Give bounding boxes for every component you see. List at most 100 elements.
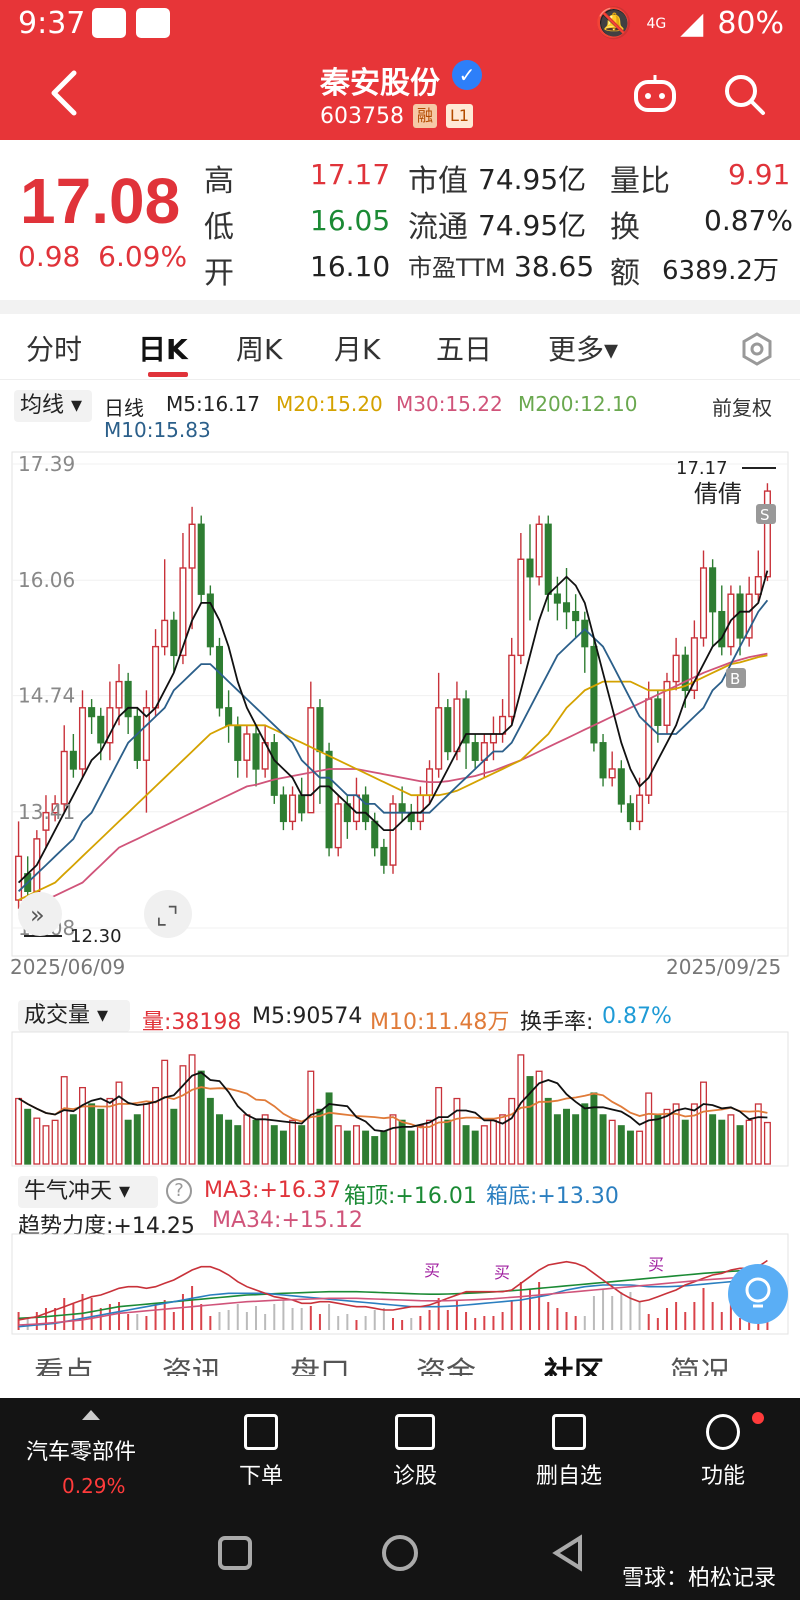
turnover-rate-value: 0.87% (602, 1004, 672, 1029)
candle-body (398, 803, 406, 814)
app-header: 9:37 🔕 4G ◢ 80% 秦安股份 ✓ 603758 融 L1 (0, 0, 800, 140)
tab-five-day[interactable]: 五日 (436, 333, 493, 366)
volume-bar (718, 1119, 726, 1165)
tab-highlights[interactable]: 看点 (34, 1356, 94, 1376)
section-divider (0, 300, 800, 314)
candle-body (362, 794, 370, 823)
home-icon[interactable] (382, 1535, 418, 1571)
y-tick-label: 14.74 (18, 684, 75, 708)
volume-chart[interactable] (0, 1030, 800, 1170)
lightbulb-button[interactable] (728, 1264, 788, 1324)
settings-icon[interactable] (740, 332, 774, 366)
candle-body (380, 846, 388, 866)
candle-body (307, 707, 315, 814)
tab-daily-k[interactable]: 日K (138, 333, 188, 366)
low-label: 低 (204, 210, 234, 245)
buy-signal-label: 买 (424, 1261, 440, 1280)
volume-bar (97, 1108, 105, 1165)
candle-body (690, 637, 698, 692)
volume-bar (69, 1114, 77, 1165)
remove-watchlist-button[interactable]: 删自选 (514, 1414, 624, 1490)
help-icon[interactable]: ? (166, 1178, 192, 1204)
ma30-line (18, 652, 768, 910)
open-label: 开 (204, 256, 234, 291)
y-tick-label: 16.06 (18, 568, 75, 592)
tab-intraday[interactable]: 分时 (26, 333, 83, 366)
candle-body (718, 610, 726, 648)
volume-bar (426, 1119, 434, 1165)
volume-bar (407, 1130, 415, 1165)
volume-bar (334, 1125, 342, 1165)
candle-body (435, 707, 443, 770)
volume-bar (508, 1097, 516, 1165)
tab-community[interactable]: 社区 (544, 1356, 604, 1376)
pe-value: 38.65 (514, 250, 595, 283)
turnover-value: 0.87% (704, 204, 793, 237)
robot-icon[interactable] (632, 72, 678, 114)
volume-bar (234, 1125, 242, 1165)
order-button[interactable]: 下单 (206, 1414, 316, 1490)
volume-bar (243, 1114, 251, 1165)
fullscreen-button[interactable] (144, 890, 192, 938)
volume-bar (727, 1114, 735, 1165)
network-label: 4G (646, 15, 667, 32)
volume-bar (544, 1097, 552, 1165)
volume-bar (352, 1125, 360, 1165)
tab-capital[interactable]: 资金 (416, 1356, 476, 1376)
price-adjust-toggle[interactable]: 前复权 (712, 396, 772, 420)
recent-apps-icon[interactable] (218, 1536, 252, 1570)
sector-change: 0.29% (62, 1474, 126, 1498)
ma-lines-group (17, 570, 769, 910)
box-top-value: 箱顶:+16.01 (344, 1184, 477, 1209)
candle-body (471, 742, 479, 761)
back-icon[interactable] (44, 68, 84, 118)
volume-bar (51, 1119, 59, 1165)
volume-indicator-select[interactable]: 成交量 ▾ (18, 1000, 130, 1032)
volume-ma5-line (18, 1071, 768, 1133)
bottom-toolbar: 汽车零部件 0.29% 下单 诊股 删自选 功能 (0, 1398, 800, 1510)
candle-body (489, 733, 497, 744)
candle-body (133, 715, 141, 761)
expand-button[interactable] (18, 892, 62, 936)
volume-bar (124, 1119, 132, 1165)
candle-body (124, 680, 132, 718)
ma34-line (18, 1275, 768, 1326)
search-icon[interactable] (722, 72, 766, 116)
volume-bars (15, 1054, 771, 1165)
volume-bar (654, 1114, 662, 1165)
candle-body (526, 558, 534, 578)
indicator-select[interactable]: 牛气冲天 ▾ (18, 1176, 158, 1208)
tab-f10[interactable]: 简况(F10) (670, 1356, 730, 1376)
box-top-line (18, 1268, 768, 1320)
ma-type-select[interactable]: 均线 ▾ (14, 390, 92, 422)
indicator-chart[interactable]: 买 买 买 (0, 1230, 800, 1340)
candle-body (672, 654, 680, 683)
tab-weekly-k[interactable]: 周K (236, 333, 283, 366)
volume-bar (33, 1117, 41, 1165)
mktcap-value: 74.95亿 (478, 163, 587, 196)
buy-signal-label-3: 买 (648, 1255, 664, 1274)
app-notification-icon (92, 8, 126, 38)
caret-up-icon (82, 1410, 100, 1420)
back-nav-icon[interactable] (552, 1534, 582, 1572)
tab-news[interactable]: 资讯 (162, 1356, 222, 1376)
status-time: 9:37 (18, 6, 86, 41)
tab-monthly-k[interactable]: 月K (334, 333, 381, 366)
indicator-frame (11, 1233, 789, 1335)
volume-bar (736, 1125, 744, 1165)
tab-more[interactable]: 更多▾ (548, 333, 619, 366)
minus-box-icon (552, 1414, 586, 1450)
ma20-label: M20:15.20 (276, 392, 383, 416)
candle-body (225, 707, 233, 726)
diagnose-button[interactable]: 诊股 (360, 1414, 470, 1490)
tab-orderbook[interactable]: 盘口 (290, 1356, 350, 1376)
candle-body (581, 619, 589, 648)
function-button[interactable]: 功能 (668, 1414, 778, 1490)
volume-bar (690, 1103, 698, 1165)
high-label: 高 (204, 164, 234, 199)
sector-name[interactable]: 汽车零部件 (26, 1440, 137, 1465)
candle-body (626, 803, 634, 823)
volume-bar (599, 1114, 607, 1165)
order-label: 下单 (238, 1464, 283, 1489)
